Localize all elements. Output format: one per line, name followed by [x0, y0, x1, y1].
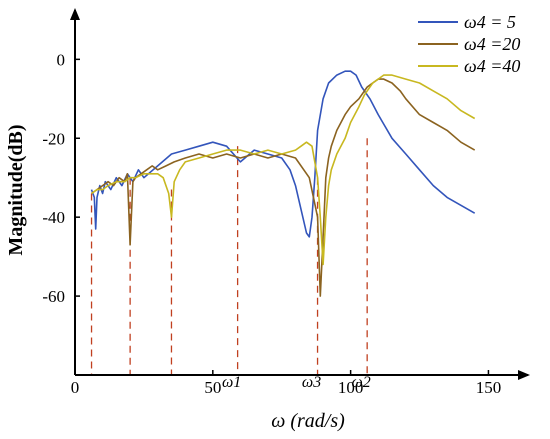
omega-annotation: ω1	[222, 374, 241, 391]
axes	[70, 8, 530, 380]
legend-label: ω4 = 5	[464, 12, 516, 32]
x-tick-label: 0	[71, 378, 80, 397]
reference-lines	[90, 138, 368, 375]
series-line-2	[91, 78, 476, 297]
y-tick-label: -40	[42, 208, 65, 227]
annotations: ω1 ω3 ω2	[222, 374, 371, 391]
tick-labels: 0 50 100 150 0 -20 -40 -60	[42, 50, 501, 397]
x-axis-label: ω (rad/s)	[271, 410, 345, 432]
y-axis-label: Magnitude(dB)	[5, 124, 27, 255]
legend-label: ω4 =40	[464, 56, 520, 76]
series-line-3	[91, 74, 476, 266]
x-tick-label: 150	[476, 378, 502, 397]
omega-annotation: ω3	[302, 374, 321, 391]
series-lines	[90, 70, 476, 297]
y-tick-label: -20	[42, 129, 65, 148]
x-tick-label: 50	[204, 378, 221, 397]
legend-label: ω4 =20	[464, 34, 520, 54]
y-tick-label: -60	[42, 287, 65, 306]
series-line-1	[90, 70, 476, 238]
y-tick-label: 0	[57, 50, 66, 69]
x-tick-label: 100	[338, 378, 364, 397]
omega-annotation: ω2	[352, 374, 371, 391]
